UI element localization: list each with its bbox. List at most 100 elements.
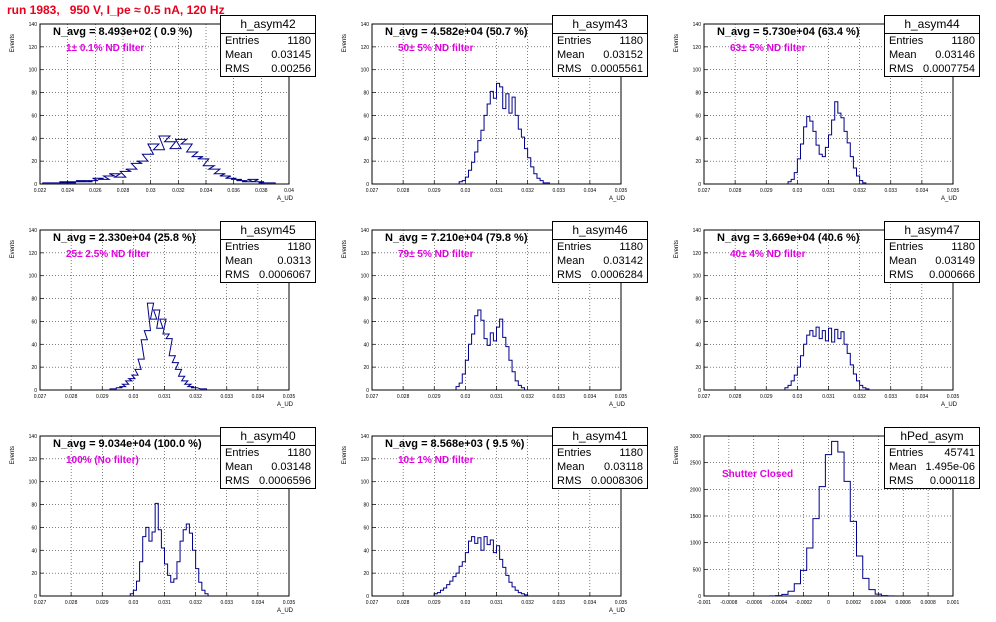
filter-label: 25± 2.5% ND filter: [66, 249, 150, 260]
y-tick-label: 60: [695, 113, 701, 119]
y-tick-label: 80: [695, 297, 701, 303]
mean-label: Mean: [225, 255, 253, 267]
x-tick-label: 0.03: [793, 394, 803, 400]
x-tick-label: 0.03: [461, 394, 471, 400]
rms-value: 0.0008306: [591, 475, 643, 487]
y-axis-label: Events: [674, 34, 680, 52]
histogram-name: h_asym46: [553, 222, 647, 240]
histogram-bin: [509, 113, 512, 184]
x-tick-label: 0.027: [698, 188, 711, 194]
filter-label: 100% (No filter): [66, 455, 139, 466]
mean-label: Mean: [557, 255, 585, 267]
y-tick-label: 40: [363, 548, 369, 554]
histogram-bin: [192, 157, 203, 184]
x-tick-label: 0.0006: [896, 600, 912, 606]
histogram-bin: [487, 545, 490, 596]
y-tick-label: 60: [31, 113, 37, 119]
x-tick-label: 0.034: [252, 600, 265, 606]
histogram-bin: [475, 543, 478, 596]
x-tick-label: 0.035: [615, 394, 628, 400]
histogram-outline: [768, 440, 895, 597]
x-tick-label: 0.032: [521, 188, 534, 194]
y-tick-label: 80: [31, 91, 37, 97]
x-tick-label: 0.03: [793, 188, 803, 194]
y-tick-label: 140: [693, 228, 702, 234]
filter-label: Shutter Closed: [722, 469, 794, 480]
histogram-bin: [832, 342, 835, 390]
x-tick-label: 0.033: [884, 394, 897, 400]
mean-value: 1.495e-06: [925, 461, 975, 473]
entries-value: 45741: [944, 447, 975, 459]
stats-box: h_asym41 Entries 1180 Mean 0.03118 RMS 0.00083…: [552, 427, 648, 489]
histogram-bin: [487, 104, 490, 184]
histogram-name: h_asym43: [553, 16, 647, 34]
y-tick-label: 100: [29, 480, 38, 486]
mean-label: Mean: [889, 461, 917, 473]
x-tick-label: 0.031: [490, 394, 503, 400]
x-tick-label: 0.032: [172, 188, 185, 194]
y-axis-label: Events: [10, 446, 16, 464]
x-tick-label: 0.03: [461, 600, 471, 606]
histogram-bin: [147, 303, 153, 390]
x-tick-label: 0.034: [916, 188, 929, 194]
y-tick-label: 100: [361, 274, 370, 280]
histogram-outline: [458, 82, 550, 184]
filter-label: 10± 1% ND filter: [398, 455, 474, 466]
x-tick-label: 0.032: [853, 188, 866, 194]
x-tick-label: 0.028: [397, 394, 410, 400]
x-tick-label: 0.033: [220, 600, 233, 606]
histogram-bin: [131, 163, 142, 184]
histogram-bin: [170, 149, 181, 184]
x-tick-label: 0.035: [283, 600, 296, 606]
y-tick-label: 40: [363, 136, 369, 142]
filter-label: 1± 0.1% ND filter: [66, 43, 145, 54]
histogram-bin: [98, 179, 109, 184]
x-tick-label: 0.027: [34, 394, 47, 400]
x-tick-label: 0: [827, 600, 830, 606]
histogram-bin: [142, 154, 153, 184]
histogram-bin: [810, 331, 813, 390]
x-tick-label: 0.028: [397, 188, 410, 194]
y-tick-label: 20: [363, 571, 369, 577]
histogram-outline: [42, 135, 276, 184]
x-tick-label: 0.027: [698, 394, 711, 400]
histogram-bin: [487, 345, 490, 390]
x-tick-label: 0.032: [853, 394, 866, 400]
entries-value: 1180: [287, 447, 311, 459]
histogram-bin: [844, 481, 850, 596]
navg-label: N_avg = 3.669e+04 (40.6 %): [717, 232, 860, 244]
y-axis-label: Events: [674, 446, 680, 464]
histogram-bin: [157, 328, 163, 390]
y-tick-label: 500: [693, 567, 702, 573]
mean-value: 0.03146: [935, 49, 975, 61]
x-tick-label: 0.033: [552, 188, 565, 194]
x-tick-label: 0.001: [947, 600, 960, 606]
x-tick-label: 0.0004: [871, 600, 887, 606]
histogram-outline: [109, 302, 208, 390]
y-tick-label: 40: [31, 136, 37, 142]
y-tick-label: 0: [34, 182, 37, 188]
histogram-bin: [132, 375, 138, 390]
histogram-bin: [493, 341, 496, 390]
y-axis-label: Events: [674, 240, 680, 258]
x-tick-label: 0.034: [916, 394, 929, 400]
x-tick-label: 0.033: [220, 394, 233, 400]
stats-box: h_asym42 Entries 1180 Mean 0.03145 RMS 0.00256: [220, 15, 316, 77]
histogram-bin: [503, 109, 506, 184]
mean-value: 0.03145: [271, 49, 311, 61]
plot-frame: [39, 23, 290, 185]
navg-label: N_avg = 2.330e+04 (25.8 %): [53, 232, 196, 244]
histogram-bin: [832, 441, 838, 596]
y-tick-label: 120: [29, 251, 38, 257]
y-axis-label: Events: [10, 34, 16, 52]
stats-box: h_asym45 Entries 1180 Mean 0.0313 RMS 0.000606…: [220, 221, 316, 283]
navg-label: N_avg = 9.034e+04 (100.0 %): [53, 438, 202, 450]
x-axis-label: A_UD: [277, 608, 294, 614]
x-tick-label: 0.034: [200, 188, 213, 194]
x-tick-label: 0.031: [490, 600, 503, 606]
rms-value: 0.00256: [271, 63, 311, 75]
stats-box: h_asym40 Entries 1180 Mean 0.03148 RMS 0.00065…: [220, 427, 316, 489]
rms-label: RMS: [889, 63, 914, 75]
rms-value: 0.000666: [929, 269, 975, 281]
x-tick-label: 0.029: [428, 188, 441, 194]
